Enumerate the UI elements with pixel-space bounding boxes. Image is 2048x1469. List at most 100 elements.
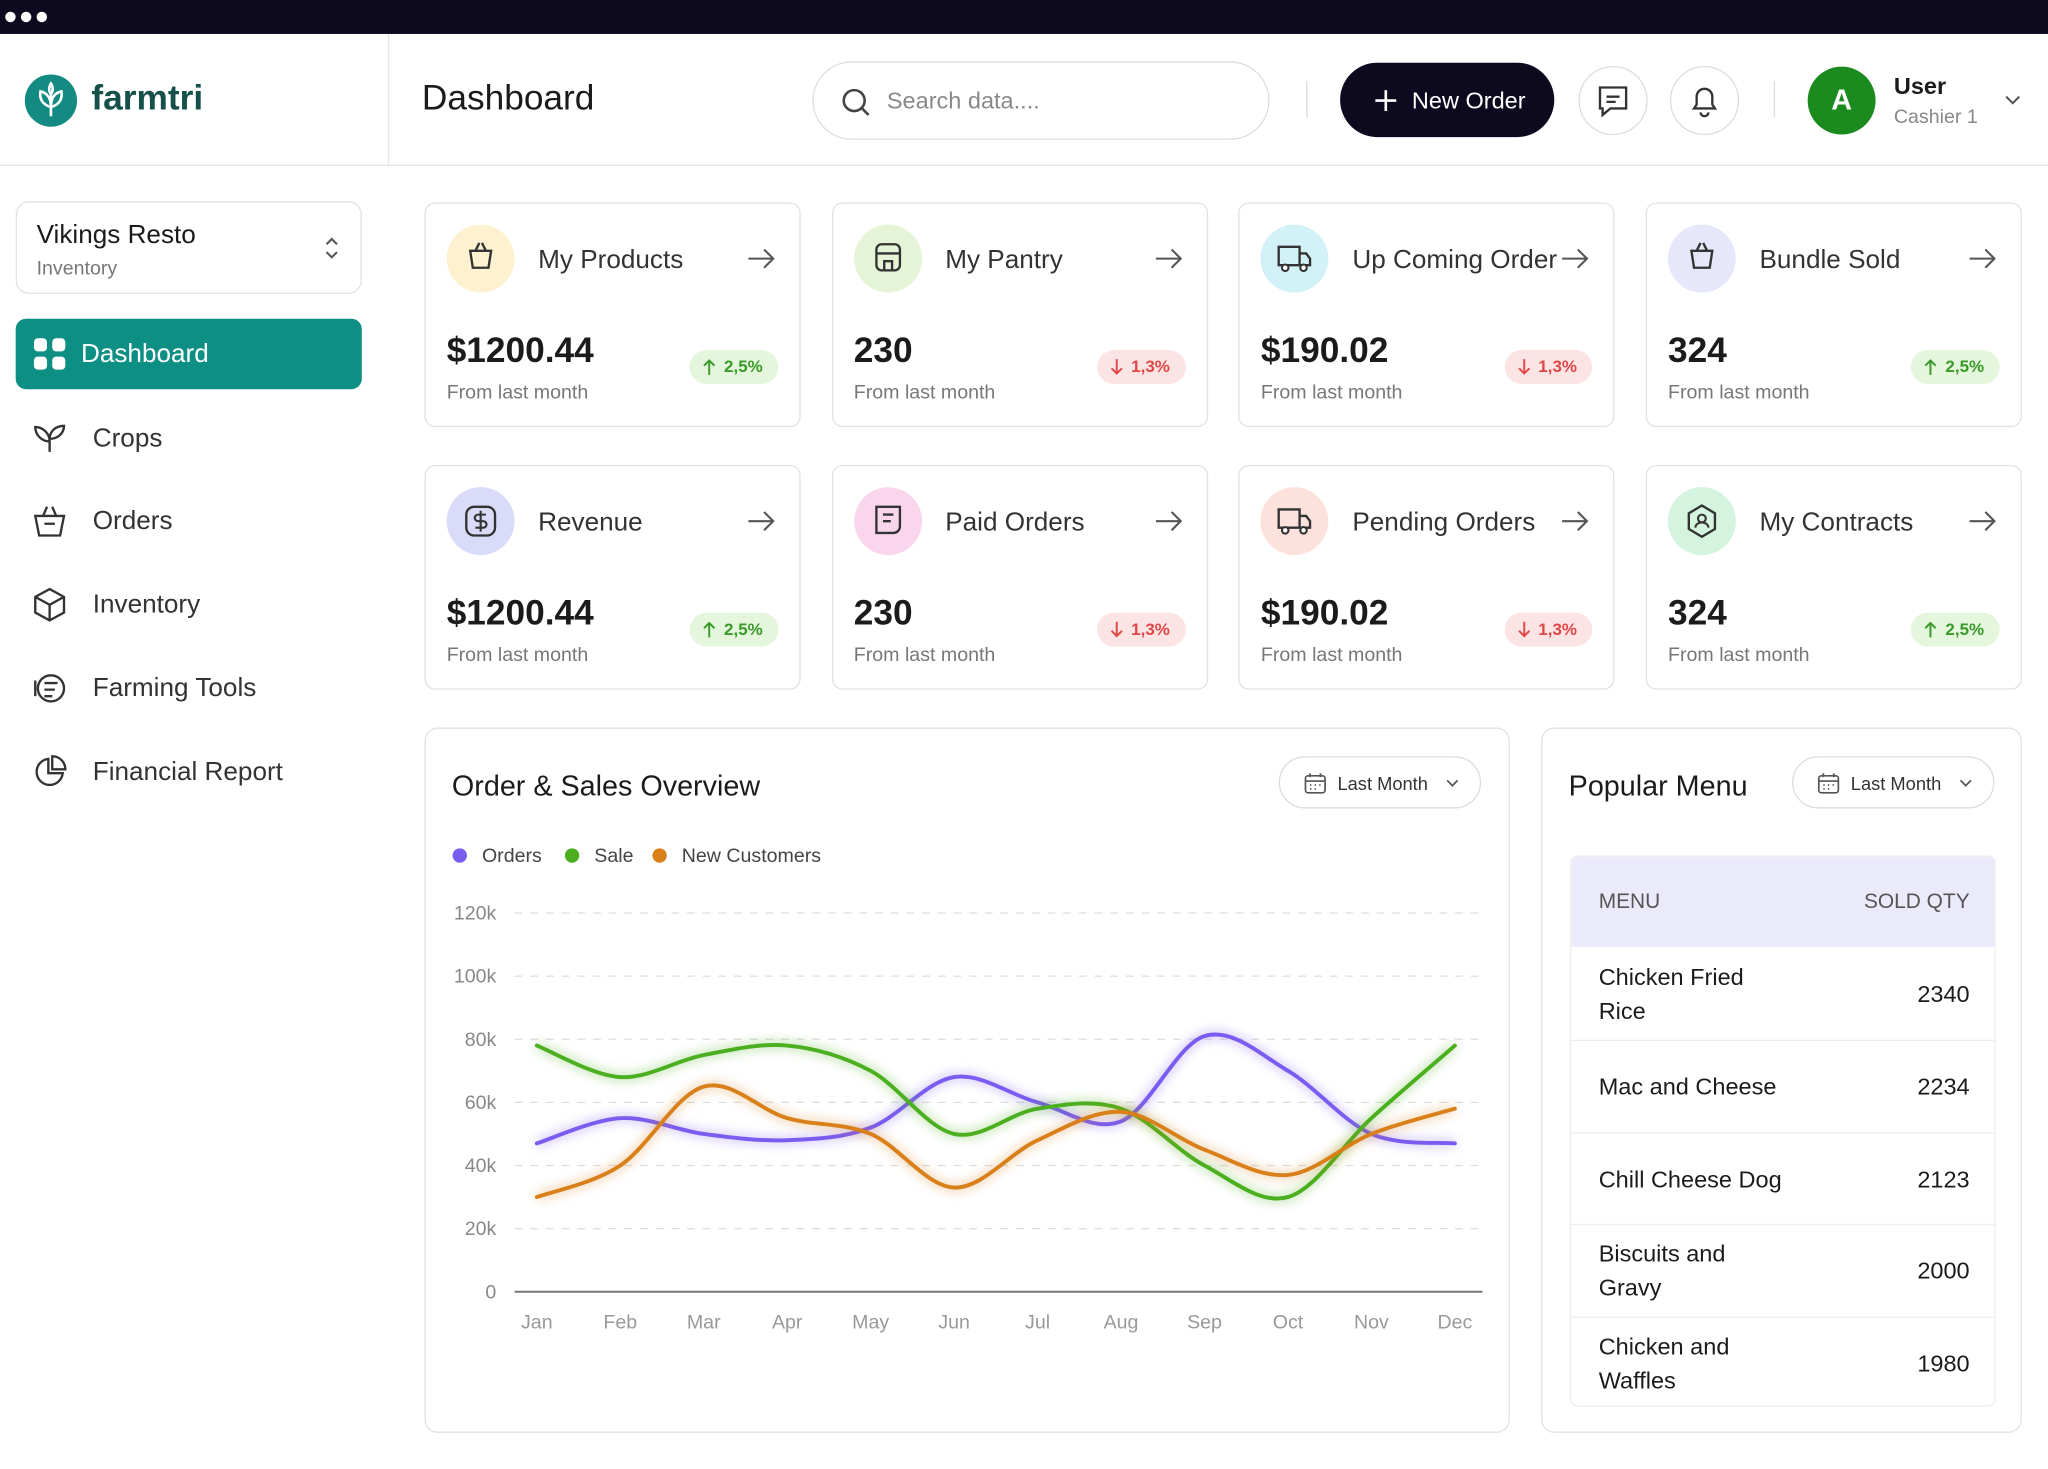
nav-icon (33, 506, 66, 537)
separator (1306, 80, 1308, 118)
change-badge: 2,5% (690, 350, 779, 384)
change-badge: 2,5% (1911, 350, 2000, 384)
stat-card[interactable]: Pending Orders $190.02 From last month 1,3% (1238, 464, 1615, 690)
y-tick-label: 80k (465, 1029, 497, 1051)
card-icon (446, 487, 515, 556)
card-title: My Contracts (1759, 508, 1914, 537)
legend-label: Sale (594, 845, 633, 867)
filter-button[interactable]: Last Month (1791, 756, 1995, 809)
sold-qty: 2340 (1917, 980, 1970, 1008)
change-arrow (1925, 359, 1937, 375)
stat-card[interactable]: Revenue $1200.44 From last month 2,5% (424, 464, 801, 690)
x-tick-label: Jan (521, 1311, 553, 1333)
card-note: From last month (1668, 643, 1810, 667)
table-header: MENU SOLD QTY (1571, 856, 1995, 947)
nav-icon (35, 755, 67, 787)
change-badge: 1,3% (1504, 350, 1593, 384)
x-tick-label: Mar (687, 1311, 721, 1333)
stat-card[interactable]: My Contracts 324 From last month 2,5% (1645, 464, 2022, 690)
x-tick-label: Aug (1104, 1311, 1139, 1333)
search-icon (842, 88, 870, 116)
menu-name: Chicken and Waffles (1598, 1333, 1730, 1394)
nav-icon (34, 424, 66, 452)
change-value: 1,3% (1538, 619, 1577, 639)
card-title: Up Coming Order (1352, 245, 1558, 275)
change-value: 2,5% (724, 356, 763, 377)
card-value: $1200.44 (446, 330, 594, 370)
legend-swatch (452, 848, 467, 863)
card-title: My Products (538, 245, 684, 275)
chart-title: Order & Sales Overview (451, 769, 761, 802)
sold-qty: 2234 (1917, 1074, 1970, 1101)
popular-menu-card: Popular Menu Last Month MENU SOLD QTY Chicke… (1541, 727, 2022, 1433)
legend-label: Orders (482, 845, 542, 867)
nav-label: Crops (92, 424, 163, 454)
card-icon (853, 487, 922, 556)
x-tick-label: Jun (938, 1311, 970, 1333)
calendar-icon (1817, 773, 1840, 794)
sold-qty: 1980 (1917, 1349, 1970, 1377)
table-row[interactable]: Biscuits and Gravy 2000 (1571, 1224, 1995, 1315)
card-arrow (748, 511, 775, 532)
change-arrow (1518, 359, 1530, 375)
card-arrow (1155, 248, 1182, 269)
window-bar (0, 0, 2048, 34)
avatar[interactable]: A (1807, 66, 1876, 135)
user-menu-chevron[interactable] (2005, 94, 2021, 107)
nav-item[interactable]: Orders (16, 486, 362, 557)
table-row[interactable]: Chicken Fried Rice 2340 (1571, 948, 1994, 1039)
filter-button[interactable]: Last Month (1278, 756, 1482, 809)
card-title: My Pantry (945, 245, 1063, 275)
nav-item[interactable]: Crops (16, 404, 362, 475)
card-icon (1260, 224, 1329, 293)
card-value: $1200.44 (446, 592, 594, 633)
nav-item[interactable]: Inventory (16, 569, 362, 640)
card-note: From last month (1260, 381, 1403, 404)
y-tick-label: 100k (454, 966, 497, 988)
nav-item[interactable]: Financial Report (16, 737, 362, 808)
series-line (534, 1043, 1457, 1201)
y-tick-label: 40k (465, 1155, 497, 1177)
x-tick-label: Oct (1273, 1311, 1304, 1333)
card-icon (1668, 224, 1736, 293)
notification-button[interactable] (1669, 65, 1740, 136)
card-value: $190.02 (1260, 592, 1389, 633)
card-arrow (1562, 511, 1589, 532)
stat-card[interactable]: My Pantry 230 From last month 1,3% (831, 202, 1208, 428)
stat-card[interactable]: Paid Orders 230 From last month 1,3% (831, 464, 1208, 690)
card-value: 230 (853, 330, 913, 370)
button-label: New Order (1411, 87, 1526, 114)
nav-label: Farming Tools (92, 673, 257, 703)
card-value: 324 (1668, 330, 1727, 370)
header-divider (0, 164, 2048, 166)
menu-name: Biscuits and Gravy (1598, 1241, 1726, 1302)
stat-card[interactable]: Up Coming Order $190.02 From last month 1,3… (1238, 202, 1615, 428)
change-arrow (1110, 359, 1123, 375)
search-box[interactable]: Search data.... (812, 61, 1270, 140)
message-button[interactable] (1578, 65, 1649, 136)
y-tick-label: 120k (454, 903, 497, 925)
stat-card[interactable]: My Products $1200.44 From last month 2,5% (424, 202, 801, 428)
card-note: From last month (446, 381, 589, 404)
chevron (1446, 779, 1459, 787)
table-row[interactable]: Mac and Cheese 2234 (1571, 1040, 1995, 1131)
brand: farmtri (91, 78, 204, 118)
card-note: From last month (853, 643, 996, 667)
sold-qty: 2000 (1917, 1258, 1970, 1285)
x-tick-label: Nov (1354, 1311, 1389, 1333)
store-selector[interactable]: Vikings Resto Inventory (15, 201, 362, 294)
y-tick-label: 60k (465, 1092, 497, 1114)
new-order-button[interactable]: New Order (1340, 62, 1555, 138)
x-tick-label: May (852, 1311, 889, 1333)
nav-item[interactable]: Dashboard (15, 318, 362, 390)
nav-label: Dashboard (80, 339, 209, 369)
stat-card[interactable]: Bundle Sold 324 From last month 2,5% (1645, 202, 2022, 428)
table-row[interactable]: Chicken and Waffles 1980 (1571, 1316, 1995, 1405)
table-row[interactable]: Chill Cheese Dog 2123 (1571, 1132, 1995, 1223)
nav-item[interactable]: Farming Tools (16, 653, 362, 724)
change-arrow (1925, 621, 1937, 638)
y-tick-label: 0 (485, 1281, 496, 1303)
nav-label: Orders (92, 506, 173, 536)
card-note: From last month (853, 381, 996, 404)
